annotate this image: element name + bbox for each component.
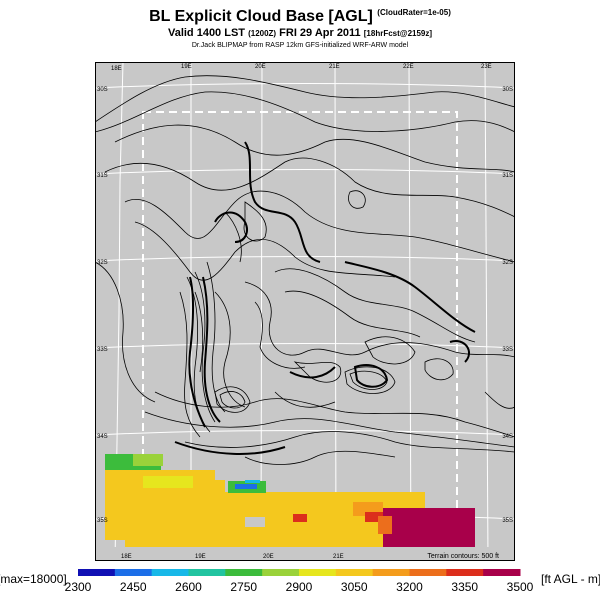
top-lon-labels: 18E 19E 20E 21E 22E 23E <box>111 64 492 72</box>
lon-label-23e: 23E <box>481 64 492 70</box>
lat-label-31s: 31S <box>97 173 108 179</box>
colorbar-tick-label: 3050 <box>341 580 368 594</box>
model-credit: Dr.Jack BLIPMAP from RASP 12km GFS-initi… <box>191 42 409 49</box>
map-frame <box>95 62 515 561</box>
colorbar-cell <box>409 569 447 576</box>
map-panel: 18E 19E 20E 21E 22E 23E 30S 31S 32S 33S … <box>95 62 515 561</box>
colorbar-cell <box>78 569 116 576</box>
bottom-lon-label-20e: 20E <box>263 554 274 560</box>
lat-label-right-31s: 31S <box>502 173 513 179</box>
inner-domain-box <box>142 111 458 511</box>
lat-label-33s: 33S <box>97 347 108 353</box>
lat-label-30s: 30S <box>97 87 108 93</box>
colorbar-tick-label: 2450 <box>120 580 147 594</box>
lat-label-34s: 34S <box>97 434 108 440</box>
lat-label-right-35s: 35S <box>502 518 513 524</box>
colorbar-tick-label: 2900 <box>286 580 313 594</box>
colorbar: 2300 2450 2600 2750 2900 3050 3200 3350 3500 [ma… <box>0 569 600 594</box>
map-title: BL Explicit Cloud Base [AGL] (CloudRater… <box>0 8 600 26</box>
lon-label-20e: 20E <box>255 64 266 70</box>
colorbar-cell <box>262 569 300 576</box>
colorbar-ticks: 2300 2450 2600 2750 2900 3050 3200 3350 3500 <box>65 580 534 594</box>
lat-label-right-32s: 32S <box>502 260 513 266</box>
lat-label-35s: 35S <box>97 518 108 524</box>
terrain-contours <box>95 75 515 465</box>
valid-date: FRI 29 Apr 2011 <box>279 27 361 39</box>
colorbar-units-label: [ft AGL - m] <box>541 572 600 586</box>
right-lat-labels: 30S 31S 32S 33S 34S 35S <box>502 87 513 524</box>
colorbar-cell <box>225 569 263 576</box>
colorbar-tick-label: 2750 <box>230 580 257 594</box>
colorbar-cell <box>188 569 226 576</box>
bottom-lon-labels: 18E 19E 20E 21E <box>121 554 344 560</box>
lon-label-18e: 18E <box>111 66 122 72</box>
valid-time-line: Valid 1400 LST (1200Z) FRI 29 Apr 2011 [… <box>0 27 600 39</box>
valid-utc: (1200Z) <box>248 29 277 38</box>
colorbar-tick-label: 3500 <box>507 580 534 594</box>
colorbar-tick-label: 3200 <box>396 580 423 594</box>
left-lat-labels: 30S 31S 32S 33S 34S 35S <box>97 87 108 524</box>
forecast-tag: [18hrFcst@2159z] <box>363 29 433 38</box>
lon-label-19e: 19E <box>181 64 192 70</box>
colorbar-cell <box>151 569 189 576</box>
bottom-lon-label-19e: 19E <box>195 554 206 560</box>
colorbar-cell <box>483 569 521 576</box>
lat-label-right-30s: 30S <box>502 87 513 93</box>
title-tag: (CloudRater=1e-05) <box>377 8 451 17</box>
bottom-lon-label-18e: 18E <box>121 554 132 560</box>
colorbar-tick-label: 2600 <box>175 580 202 594</box>
colorbar-cell <box>372 569 410 576</box>
terrain-contours-bold <box>174 141 476 455</box>
colorbar-cell <box>114 569 153 576</box>
terrain-contour-note: Terrain contours: 500 ft <box>427 553 499 560</box>
colorbar-cells <box>78 569 521 576</box>
bottom-lon-label-21e: 21E <box>333 554 344 560</box>
lat-label-right-33s: 33S <box>502 347 513 353</box>
lat-label-right-34s: 34S <box>502 434 513 440</box>
colorbar-tick-label: 3350 <box>451 580 478 594</box>
colorbar-cell <box>335 569 374 576</box>
lat-label-32s: 32S <box>97 260 108 266</box>
lon-label-21e: 21E <box>329 64 340 70</box>
graticule <box>95 62 515 561</box>
colorbar-cell <box>299 569 337 576</box>
lon-label-22e: 22E <box>403 64 414 70</box>
colorbar-cell <box>446 569 484 576</box>
title-text: BL Explicit Cloud Base [AGL] <box>149 8 373 25</box>
colorbar-tick-label: 2300 <box>65 580 92 594</box>
colorbar-max-label: [max=18000] <box>0 572 67 586</box>
valid-text: Valid 1400 LST <box>167 27 246 39</box>
cloud-base-field <box>95 454 515 561</box>
